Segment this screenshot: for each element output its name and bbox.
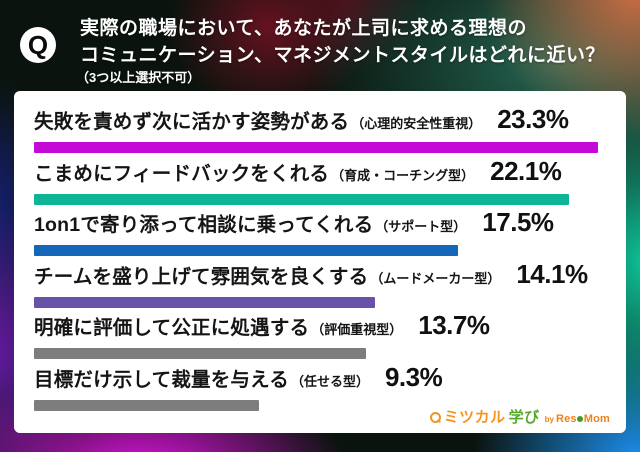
answer-bar xyxy=(34,193,569,205)
answer-category: （サポート型） xyxy=(375,219,467,234)
brand-logo: ミツカル 学び by Res Mom xyxy=(429,410,610,425)
brand-by-label: by xyxy=(544,415,554,424)
answer-bar xyxy=(34,399,260,411)
bar-row: 失敗を責めず次に活かす姿勢がある （心理的安全性重視） 23.3% xyxy=(34,106,612,158)
bar-row: チームを盛り上げて雰囲気を良くする （ムードメーカー型） 14.1% xyxy=(34,258,612,313)
bar-row: 1on1で寄り添って相談に乗ってくれる （サポート型） 17.5% xyxy=(34,209,612,261)
bar-row-text: こまめにフィードバックをくれる （育成・コーチング型） 22.1% xyxy=(34,155,612,189)
answer-category: （任せる型） xyxy=(290,373,369,389)
bar-row-text: 1on1で寄り添って相談に乗ってくれる （サポート型） 17.5% xyxy=(34,209,612,240)
brand-name-jp-2: 学び xyxy=(508,409,540,426)
answer-label: チームを盛り上げて雰囲気を良くする xyxy=(34,265,369,288)
question-badge-letter: Q xyxy=(27,30,49,60)
brand-name-en: Res Mom xyxy=(555,413,610,425)
answer-label: 目標だけ示して裁量を与える xyxy=(34,368,289,391)
bar-chart: 失敗を責めず次に活かす姿勢がある （心理的安全性重視） 23.3% こまめにフィ… xyxy=(34,106,612,415)
answer-value: 23.3% xyxy=(497,104,569,134)
answer-label: 失敗を責めず次に活かす姿勢がある xyxy=(34,111,350,133)
answer-value: 14.1% xyxy=(516,258,588,289)
bar-row: 目標だけ示して裁量を与える （任せる型） 9.3% xyxy=(34,361,612,416)
question-badge: Q xyxy=(20,27,56,63)
question-header: 実際の職場において、あなたが上司に求める理想の コミュニケーション、マネジメント… xyxy=(76,15,605,87)
bar-row-text: チームを盛り上げて雰囲気を良くする （ムードメーカー型） 14.1% xyxy=(34,258,612,292)
bar-row-text: 明確に評価して公正に処遇する （評価重視型） 13.7% xyxy=(34,312,612,343)
results-card: 失敗を責めず次に活かす姿勢がある （心理的安全性重視） 23.3% こまめにフィ… xyxy=(14,91,626,433)
answer-bar xyxy=(34,296,376,308)
answer-label: 明確に評価して公正に処遇する xyxy=(34,317,310,339)
answer-category: （ムードメーカー型） xyxy=(370,270,501,286)
bar-row: 明確に評価して公正に処遇する （評価重視型） 13.7% xyxy=(34,312,612,364)
brand-name-jp-1: ミツカル xyxy=(443,409,506,426)
magnifier-icon xyxy=(429,411,441,424)
answer-bar xyxy=(34,142,598,153)
answer-value: 13.7% xyxy=(418,310,490,340)
brand-dot-icon xyxy=(577,416,584,422)
answer-value: 22.1% xyxy=(490,155,562,186)
question-note: （3つ以上選択不可） xyxy=(76,70,201,85)
answer-category: （育成・コーチング型） xyxy=(331,167,475,183)
answer-value: 17.5% xyxy=(482,207,554,237)
question-line-2: コミュニケーション、マネジメントスタイルはどれに近い？ xyxy=(80,45,605,66)
bar-row: こまめにフィードバックをくれる （育成・コーチング型） 22.1% xyxy=(34,155,612,210)
answer-value: 9.3% xyxy=(384,361,443,392)
answer-bar xyxy=(34,245,458,256)
question-line-1: 実際の職場において、あなたが上司に求める理想の xyxy=(80,18,527,39)
answer-label: 1on1で寄り添って相談に乗ってくれる xyxy=(34,214,374,236)
bar-row-text: 失敗を責めず次に活かす姿勢がある （心理的安全性重視） 23.3% xyxy=(34,106,612,137)
answer-bar xyxy=(34,348,366,359)
bar-row-text: 目標だけ示して裁量を与える （任せる型） 9.3% xyxy=(34,361,612,395)
answer-label: こまめにフィードバックをくれる xyxy=(34,162,330,185)
answer-category: （評価重視型） xyxy=(311,322,403,337)
answer-category: （心理的安全性重視） xyxy=(351,116,482,131)
